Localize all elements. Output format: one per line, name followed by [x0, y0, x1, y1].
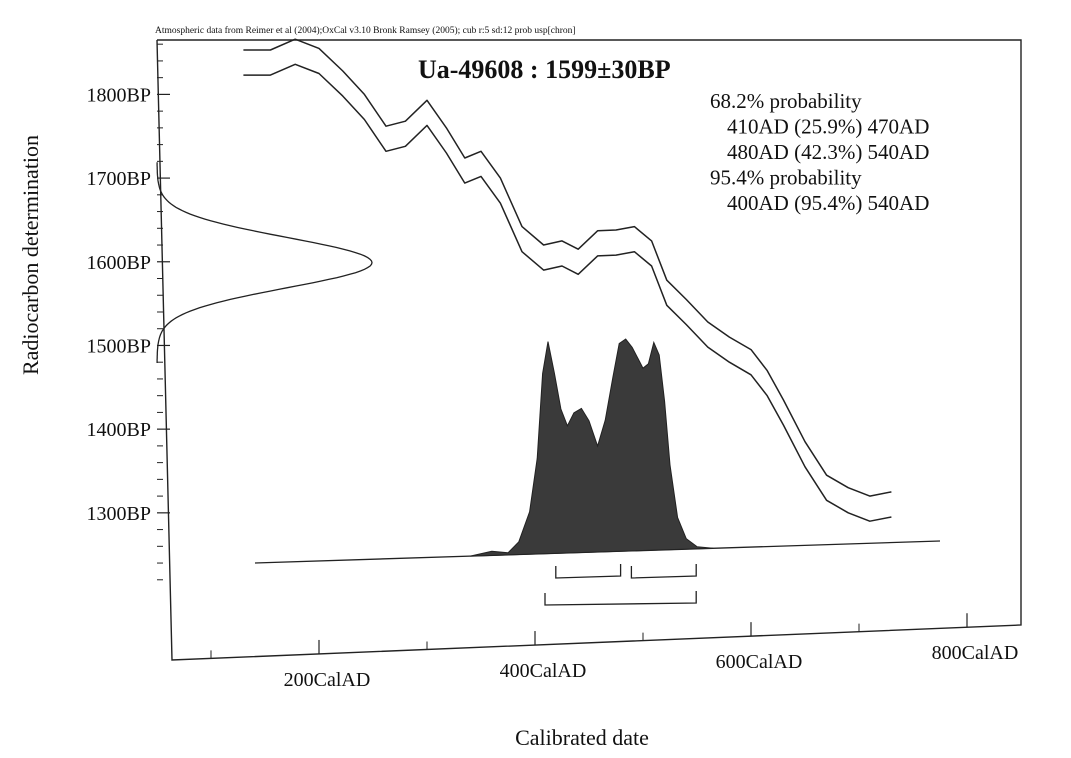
x-tick-label: 800CalAD [932, 642, 1019, 664]
y-tick-label: 1600BP [87, 252, 151, 274]
calibration-curves [243, 38, 892, 522]
range-68-bracket [630, 564, 697, 579]
legend-line: 480AD (42.3%) 540AD [727, 140, 929, 164]
range-95-bracket [544, 591, 697, 606]
posterior-area [470, 338, 714, 557]
legend-line: 410AD (25.9%) 470AD [727, 115, 929, 139]
header-note: Atmospheric data from Reimer et al (2004… [155, 25, 576, 36]
chart-title: Ua-49608 : 1599±30BP [418, 55, 671, 84]
x-tick-label: 200CalAD [284, 669, 371, 691]
calibration-curve-upper [243, 38, 892, 497]
y-tick-label: 1700BP [87, 168, 151, 190]
range-68-bracket [555, 564, 622, 579]
y-tick-label: 1400BP [87, 419, 151, 441]
legend-line: 68.2% probability [710, 89, 862, 113]
calibration-curve-lower [243, 63, 892, 522]
y-axis-label: Radiocarbon determination [18, 135, 43, 375]
x-tick-label: 600CalAD [716, 651, 803, 673]
plot-frame [156, 39, 1022, 661]
measurement-distribution [156, 162, 373, 363]
legend-line: 95.4% probability [710, 166, 862, 190]
posterior-distribution [254, 338, 941, 564]
probability-ranges [544, 564, 697, 606]
y-tick-label: 1800BP [87, 84, 151, 106]
axis-ticks: 1800BP 1700BP 1600BP 1500BP 1400BP 1300BP 200C… [87, 43, 1019, 691]
y-tick-label: 1500BP [87, 335, 151, 357]
x-axis-label: Calibrated date [515, 725, 649, 750]
x-tick-label: 400CalAD [500, 660, 587, 682]
measurement-curve [156, 162, 373, 363]
legend-line: 400AD (95.4%) 540AD [727, 191, 929, 215]
y-tick-label: 1300BP [87, 503, 151, 525]
